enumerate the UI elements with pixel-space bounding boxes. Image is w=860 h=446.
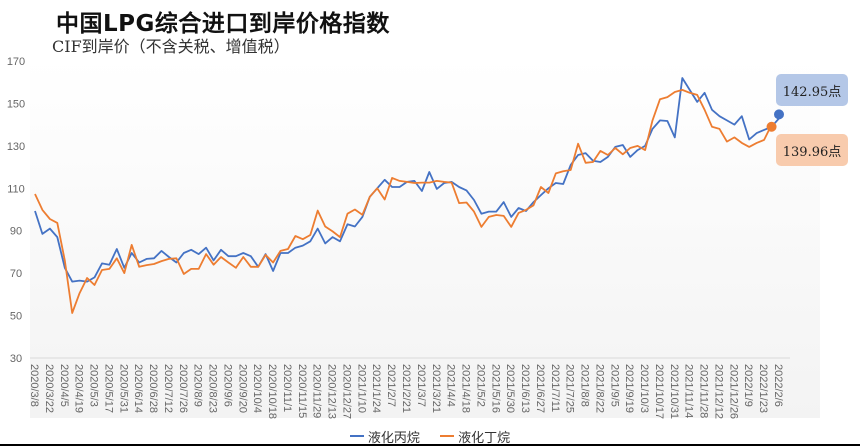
x-tick-label: 2021/3/21 bbox=[430, 364, 442, 413]
x-tick-label: 2022/2/6 bbox=[772, 364, 784, 407]
x-tick-label: 2021/9/5 bbox=[608, 364, 620, 407]
x-tick-label: 2021/11/14 bbox=[683, 364, 695, 418]
x-tick-label: 2021/5/2 bbox=[474, 364, 486, 407]
x-tick-label: 2021/9/19 bbox=[623, 364, 635, 413]
x-tick-label: 2020/10/4 bbox=[251, 364, 263, 413]
y-tick-label: 70 bbox=[10, 268, 22, 280]
legend-swatch-butane bbox=[440, 435, 455, 437]
legend-label-propane: 液化丙烷 bbox=[367, 430, 420, 446]
y-tick-label: 150 bbox=[7, 98, 25, 110]
y-tick-label: 130 bbox=[7, 141, 25, 153]
legend: 液化丙烷 液化丁烷 bbox=[0, 426, 860, 446]
x-tick-label: 2021/4/4 bbox=[445, 364, 457, 407]
x-tick-label: 2020/9/20 bbox=[236, 364, 248, 413]
x-tick-label: 2020/4/5 bbox=[58, 364, 70, 407]
x-tick-label: 2021/6/13 bbox=[519, 364, 531, 413]
x-tick-label: 2020/7/26 bbox=[177, 364, 189, 413]
y-tick-label: 30 bbox=[10, 353, 22, 365]
y-tick-label: 170 bbox=[7, 56, 25, 68]
x-tick-label: 2021/2/7 bbox=[385, 364, 397, 407]
x-tick-label: 2021/10/3 bbox=[638, 364, 650, 413]
end-point-marker-propane bbox=[774, 109, 784, 120]
x-tick-label: 2021/12/12 bbox=[712, 364, 724, 419]
x-tick-label: 2021/7/11 bbox=[549, 364, 561, 412]
x-tick-label: 2020/3/8 bbox=[28, 364, 40, 407]
x-tick-label: 2021/11/28 bbox=[698, 364, 710, 418]
x-tick-label: 2021/8/8 bbox=[579, 364, 591, 407]
series-line-butane bbox=[34, 89, 773, 314]
x-tick-label: 2020/6/28 bbox=[147, 364, 159, 413]
x-tick-label: 2021/7/25 bbox=[564, 364, 576, 413]
x-tick-label: 2021/5/30 bbox=[504, 364, 516, 413]
y-tick-label: 110 bbox=[7, 183, 25, 195]
legend-item-butane: 液化丁烷 bbox=[440, 427, 510, 446]
x-tick-label: 2021/10/31 bbox=[668, 364, 680, 419]
x-tick-label: 2021/8/22 bbox=[593, 364, 605, 413]
x-tick-label: 2020/6/14 bbox=[132, 364, 144, 413]
x-tick-label: 2021/5/16 bbox=[489, 364, 501, 413]
x-tick-label: 2020/5/17 bbox=[102, 364, 114, 413]
x-tick-label: 2020/12/27 bbox=[340, 364, 352, 419]
legend-label-butane: 液化丁烷 bbox=[458, 430, 511, 446]
x-tick-label: 2020/3/22 bbox=[43, 364, 55, 413]
x-tick-label: 2020/5/3 bbox=[88, 364, 100, 407]
x-tick-label: 2021/10/17 bbox=[653, 364, 665, 419]
legend-item-propane: 液化丙烷 bbox=[349, 427, 420, 446]
x-tick-label: 2021/2/21 bbox=[400, 364, 412, 413]
x-tick-label: 2021/3/7 bbox=[415, 364, 427, 407]
x-tick-label: 2021/4/18 bbox=[460, 364, 472, 413]
x-tick-label: 2021/12/26 bbox=[727, 364, 739, 419]
chart-title: 中国LPG综合进口到岸价格指数 bbox=[56, 11, 390, 37]
x-tick-label: 2020/8/9 bbox=[192, 364, 204, 407]
legend-swatch-propane bbox=[349, 435, 364, 437]
x-tick-label: 2021/1/10 bbox=[355, 364, 367, 413]
propane-value-annotation: 142.95点 bbox=[776, 74, 848, 106]
x-tick-label: 2020/8/23 bbox=[207, 364, 219, 413]
x-tick-label: 2020/11/1 bbox=[281, 364, 293, 412]
x-tick-label: 2020/11/15 bbox=[296, 364, 308, 418]
x-tick-label: 2020/4/19 bbox=[73, 364, 85, 413]
x-tick-label: 2021/1/24 bbox=[370, 364, 382, 413]
bottom-border bbox=[0, 444, 860, 446]
butane-value-annotation: 139.96点 bbox=[776, 134, 848, 166]
end-point-marker-butane bbox=[766, 121, 777, 132]
x-tick-label: 2020/11/29 bbox=[311, 364, 323, 418]
x-tick-label: 2020/12/13 bbox=[326, 364, 338, 419]
y-tick-label: 50 bbox=[10, 311, 22, 323]
chart-subtitle: CIF到岸价（不含关税、增值税） bbox=[52, 37, 290, 56]
x-tick-label: 2020/10/18 bbox=[266, 364, 278, 419]
x-tick-label: 2020/5/31 bbox=[117, 364, 129, 413]
x-tick-label: 2020/9/6 bbox=[221, 364, 233, 407]
y-tick-label: 90 bbox=[10, 226, 22, 238]
x-tick-label: 2020/7/12 bbox=[162, 364, 174, 413]
x-tick-label: 2021/6/27 bbox=[534, 364, 546, 413]
x-tick-label: 2022/1/23 bbox=[757, 364, 769, 413]
x-tick-label: 2022/1/9 bbox=[742, 364, 754, 407]
